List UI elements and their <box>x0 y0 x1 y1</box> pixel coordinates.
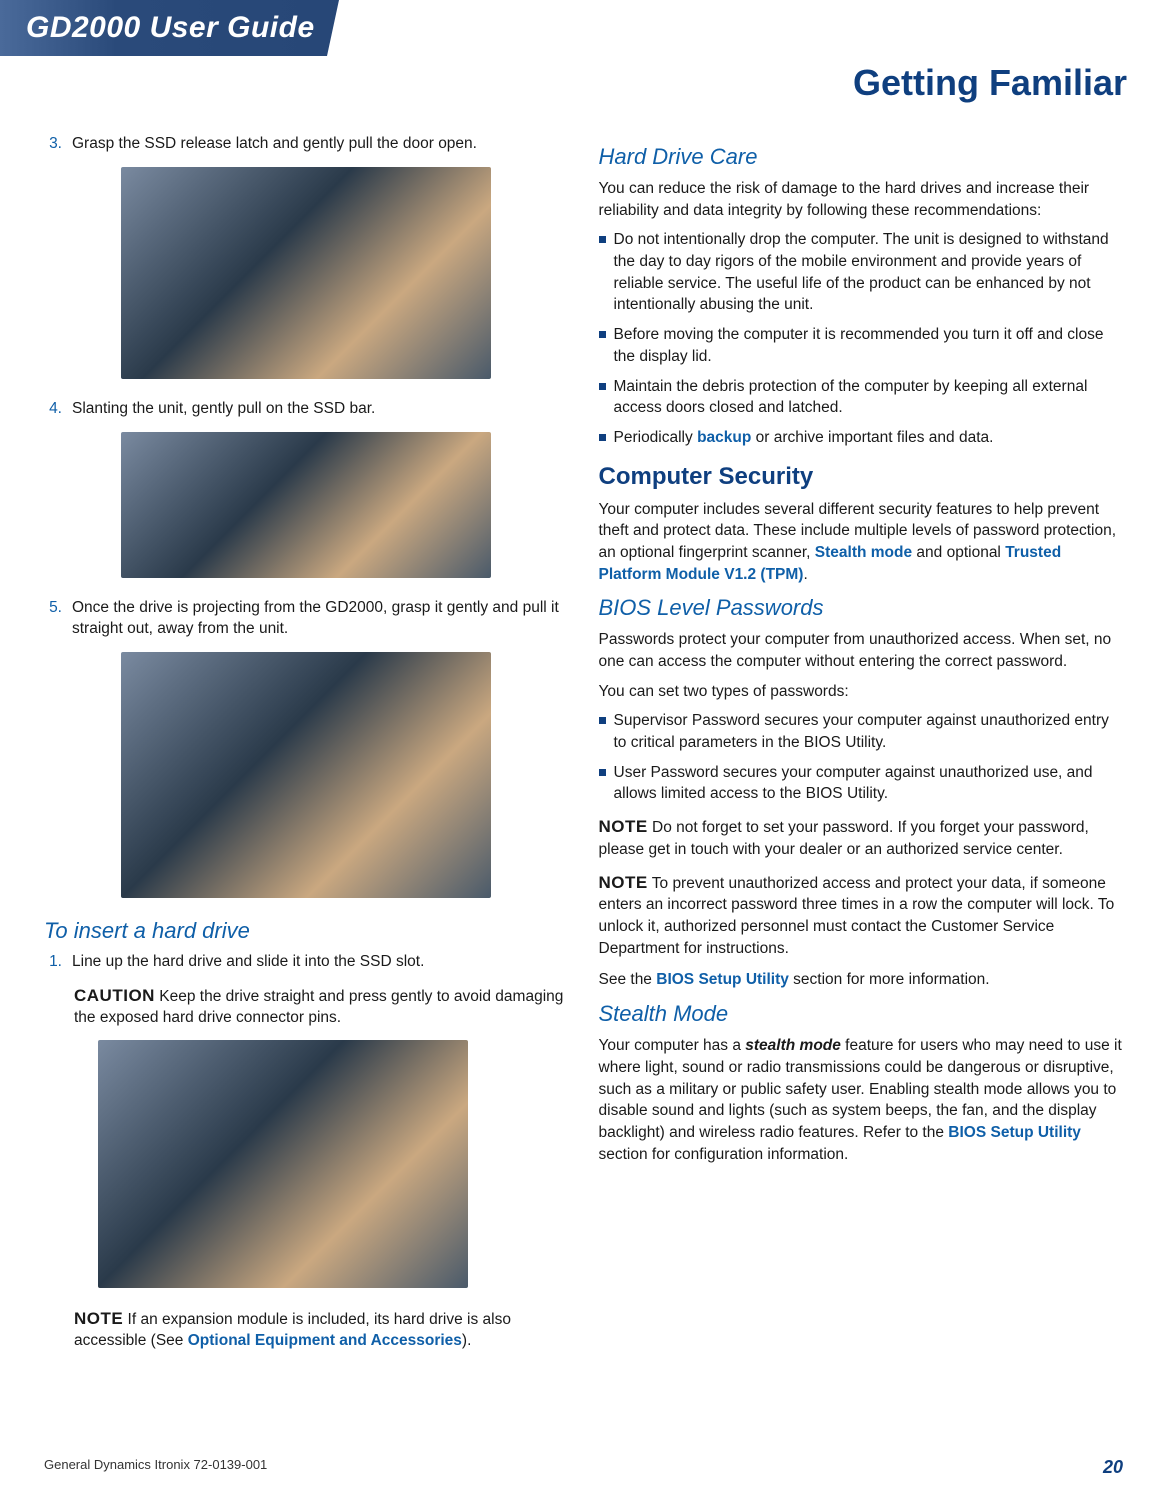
stealth-mode-heading: Stealth Mode <box>599 1001 1124 1027</box>
right-column: Hard Drive Care You can reduce the risk … <box>599 134 1124 1362</box>
bullet-icon <box>599 769 606 776</box>
photo-ssd-bar <box>121 432 491 578</box>
photo-ssd-insert <box>98 1040 468 1288</box>
insert-steps: 1. Line up the hard drive and slide it i… <box>44 952 569 973</box>
bullet-icon <box>599 434 606 441</box>
guide-title: GD2000 User Guide <box>26 11 315 45</box>
page-footer: General Dynamics Itronix 72-0139-001 20 <box>44 1457 1123 1478</box>
step-number: 1. <box>44 952 62 973</box>
bios-note-1: NOTE Do not forget to set your password.… <box>599 815 1124 860</box>
note-block: NOTE If an expansion module is included,… <box>74 1308 569 1352</box>
stealth-mode-em: stealth mode <box>745 1037 841 1054</box>
remove-ssd-steps-cont: 4. Slanting the unit, gently pull on the… <box>44 399 569 420</box>
insert-step-1: 1. Line up the hard drive and slide it i… <box>44 952 569 973</box>
remove-ssd-steps: 3. Grasp the SSD release latch and gentl… <box>44 134 569 155</box>
bullet-text: Do not intentionally drop the computer. … <box>614 229 1124 316</box>
backup-link[interactable]: backup <box>697 429 751 446</box>
bullet-icon <box>599 331 606 338</box>
photo-ssd-pull <box>121 652 491 898</box>
bios-p1: Passwords protect your computer from una… <box>599 629 1124 672</box>
step-text: Slanting the unit, gently pull on the SS… <box>72 399 569 420</box>
bullet-text: Periodically backup or archive important… <box>614 427 994 449</box>
note-label: NOTE <box>599 817 648 836</box>
bios-p2: You can set two types of passwords: <box>599 681 1124 703</box>
bullet-text: Before moving the computer it is recomme… <box>614 324 1124 367</box>
optional-equipment-link[interactable]: Optional Equipment and Accessories <box>188 1332 462 1349</box>
note-label: NOTE <box>74 1309 123 1328</box>
computer-security-heading: Computer Security <box>599 463 1124 491</box>
footer-doc-id: General Dynamics Itronix 72-0139-001 <box>44 1457 267 1478</box>
step-text: Grasp the SSD release latch and gently p… <box>72 134 569 155</box>
section-title: Getting Familiar <box>853 62 1127 104</box>
hdc-bullets: Do not intentionally drop the computer. … <box>599 229 1124 448</box>
bios-setup-link[interactable]: BIOS Setup Utility <box>656 971 789 988</box>
cs-paragraph: Your computer includes several different… <box>599 499 1124 586</box>
insert-heading: To insert a hard drive <box>44 918 569 944</box>
stealth-mode-link[interactable]: Stealth mode <box>815 544 912 561</box>
hdc-bullet: Maintain the debris protection of the co… <box>599 376 1124 419</box>
note-label: NOTE <box>599 873 648 892</box>
bullet-icon <box>599 383 606 390</box>
photo-ssd-latch <box>121 167 491 379</box>
step-number: 5. <box>44 598 62 640</box>
bullet-text: User Password secures your computer agai… <box>614 762 1124 805</box>
bios-bullets: Supervisor Password secures your compute… <box>599 710 1124 805</box>
bios-passwords-heading: BIOS Level Passwords <box>599 595 1124 621</box>
bios-note-2: NOTE To prevent unauthorized access and … <box>599 871 1124 960</box>
bios-bullet: User Password secures your computer agai… <box>599 762 1124 805</box>
step-3: 3. Grasp the SSD release latch and gentl… <box>44 134 569 155</box>
step-number: 4. <box>44 399 62 420</box>
hdc-bullet: Do not intentionally drop the computer. … <box>599 229 1124 316</box>
note-text: To prevent unauthorized access and prote… <box>599 875 1115 957</box>
hard-drive-care-heading: Hard Drive Care <box>599 144 1124 170</box>
caution-block: CAUTION Keep the drive straight and pres… <box>74 985 569 1029</box>
section-title-row: Getting Familiar <box>0 56 1167 134</box>
step-text: Once the drive is projecting from the GD… <box>72 598 569 640</box>
step-text: Line up the hard drive and slide it into… <box>72 952 569 973</box>
bullet-icon <box>599 236 606 243</box>
stealth-mode-paragraph: Your computer has a stealth mode feature… <box>599 1035 1124 1165</box>
bullet-text: Maintain the debris protection of the co… <box>614 376 1124 419</box>
caution-label: CAUTION <box>74 986 155 1005</box>
note-text-b: ). <box>462 1332 471 1349</box>
content-columns: 3. Grasp the SSD release latch and gentl… <box>0 134 1167 1362</box>
bios-setup-link-2[interactable]: BIOS Setup Utility <box>948 1124 1081 1141</box>
bios-bullet: Supervisor Password secures your compute… <box>599 710 1124 753</box>
header-banner: GD2000 User Guide <box>0 0 1167 56</box>
step-4: 4. Slanting the unit, gently pull on the… <box>44 399 569 420</box>
bios-see: See the BIOS Setup Utility section for m… <box>599 969 1124 991</box>
note-text: Do not forget to set your password. If y… <box>599 819 1089 858</box>
bullet-icon <box>599 717 606 724</box>
hdc-bullet: Periodically backup or archive important… <box>599 427 1124 449</box>
step-number: 3. <box>44 134 62 155</box>
hdc-intro: You can reduce the risk of damage to the… <box>599 178 1124 221</box>
hdc-bullet: Before moving the computer it is recomme… <box>599 324 1124 367</box>
bullet-text: Supervisor Password secures your compute… <box>614 710 1124 753</box>
left-column: 3. Grasp the SSD release latch and gentl… <box>44 134 569 1362</box>
step-5: 5. Once the drive is projecting from the… <box>44 598 569 640</box>
remove-ssd-steps-cont2: 5. Once the drive is projecting from the… <box>44 598 569 640</box>
page-number: 20 <box>1103 1457 1123 1478</box>
